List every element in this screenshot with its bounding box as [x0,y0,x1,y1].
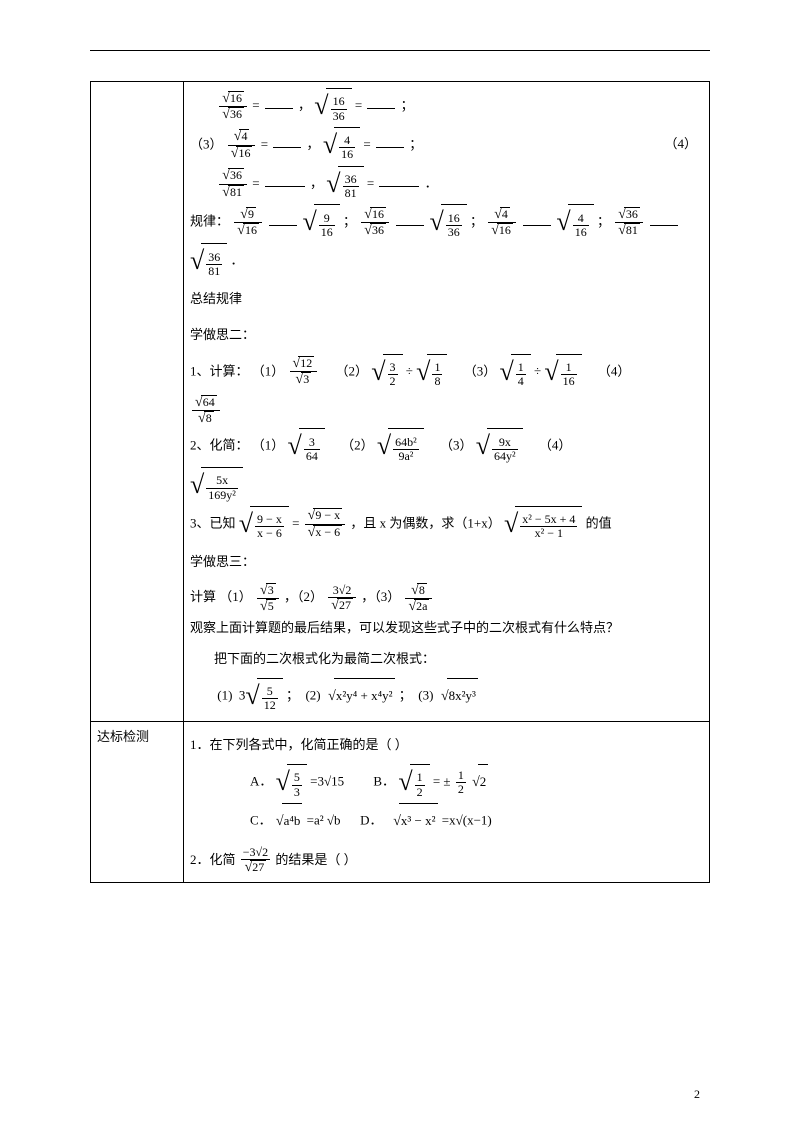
top-rule [90,50,710,51]
ex3-simplify-label: 把下面的二次根式化为最简二次根式： [190,642,703,676]
blank [367,97,395,110]
exercise2-title: 学做思二： [190,318,703,352]
sec2-q1-text: 1．在下列各式中，化简正确的是（ ） [190,728,703,762]
row-3: 36 81 = ， √ 3681 = ． [190,166,703,203]
pattern-label: 规律： [190,214,229,229]
frac-16-36-sqrt: 16 36 [219,91,247,123]
ex2-1-q4: 648 [190,392,703,426]
pattern-row: 规律： 916 √916 ； 1636 √1636 ； 416 √416 ； 3… [190,204,703,241]
content-cell-2: 1．在下列各式中，化简正确的是（ ） A． √53 =3√15 B． √12 =… [184,721,710,882]
blank [376,136,404,149]
frac-36-81-sqrt: 36 81 [219,168,247,200]
content-cell-1: 16 36 = ， √ 1636 = ； （3） 4 [184,82,710,722]
label-4: （4） [664,127,697,161]
sec2-q1-ab: A． √53 =3√15 B． √12 = ± 12 2 [190,764,703,801]
ex2-3: 3、已知 √9 − xx − 6 = 9 − xx − 6 ，且 x 为偶数，求… [190,506,703,543]
ex2-2-q4: √5x169y² [190,467,703,504]
blank [265,174,305,187]
section2-label: 达标检测 [91,721,184,882]
sqrt-frac-36-81: √ 3681 [326,166,363,203]
sqrt-frac-16-36: √ 1636 [314,88,351,125]
left-cell-empty [91,82,184,722]
main-table: 16 36 = ， √ 1636 = ； （3） 4 [90,81,710,883]
ex3-calc: 计算 （1） 35 ，（2） 3√227 ，（3） 82a [190,580,703,614]
page: 16 36 = ， √ 1636 = ； （3） 4 [0,0,800,1132]
row-1: 16 36 = ， √ 1636 = ； [190,88,703,125]
ex3-observe: 观察上面计算题的最后结果，可以发现这些式子中的二次根式有什么特点？ [190,616,703,639]
sec2-q2: 2．化简 −3√227 的结果是（ ） [190,843,703,877]
frac-4-16-sqrt: 4 16 [228,129,256,161]
ex2-1: 1、计算： （1） 123 （2） √32 ÷ √18 （3） √14 ÷ √1… [190,354,703,391]
ex2-2: 2、化简： （1） √364 （2） √64b²9a² （3） √9x64y² … [190,428,703,465]
exercise3-title: 学做思三： [190,545,703,579]
ex3-simplify: (1) 3√512 ； (2) x²y⁴ + x⁴y² ； (3) 8x²y³ [190,678,703,715]
pattern-row-2: √3681 ． [190,243,703,280]
blank [273,136,301,149]
blank [379,174,419,187]
label-3: （3） [190,136,223,151]
row-2: （3） 4 16 = ， √ 416 = ； （4） [190,127,703,164]
summary-label: 总结规律 [190,282,703,316]
page-number: 2 [694,1087,700,1102]
sec2-q1-cd: C． a⁴b =a² √b D． x³ − x² =x√(x−1) [190,803,703,840]
sqrt-frac-4-16: √ 416 [323,127,360,164]
blank [265,97,293,110]
